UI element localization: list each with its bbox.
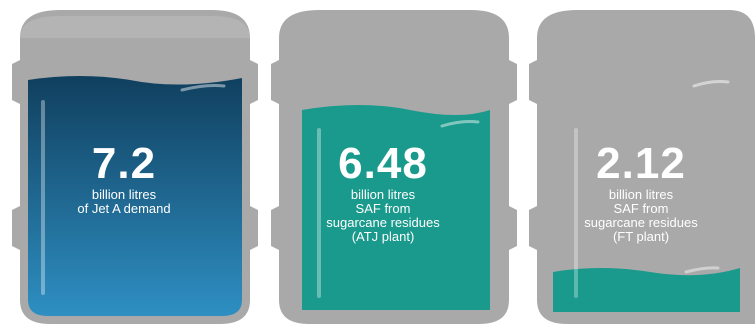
caption-text: billion litres SAF from sugarcane residu… — [584, 187, 698, 244]
barrel-band — [271, 64, 517, 100]
value-text: 7.2 — [91, 139, 157, 188]
barrel-atj-label: 6.48 billion litres SAF from sugarcane r… — [273, 140, 493, 244]
liquid-fill — [28, 76, 242, 316]
value-text: 2.12 — [596, 139, 686, 188]
barrel-ft — [529, 10, 755, 324]
caption-text: billion litres SAF from sugarcane residu… — [326, 187, 440, 244]
barrel-ft-label: 2.12 billion litres SAF from sugarcane r… — [531, 140, 751, 244]
caption-text: billion litres of Jet A demand — [77, 187, 171, 216]
barrel-jet-a — [12, 10, 258, 324]
liquid-fill — [302, 105, 490, 310]
value-text: 6.48 — [338, 139, 428, 188]
liquid-fill — [553, 268, 740, 312]
barrel-jet-a-label: 7.2 billion litres of Jet A demand — [14, 140, 234, 216]
barrel-atj — [271, 10, 517, 324]
